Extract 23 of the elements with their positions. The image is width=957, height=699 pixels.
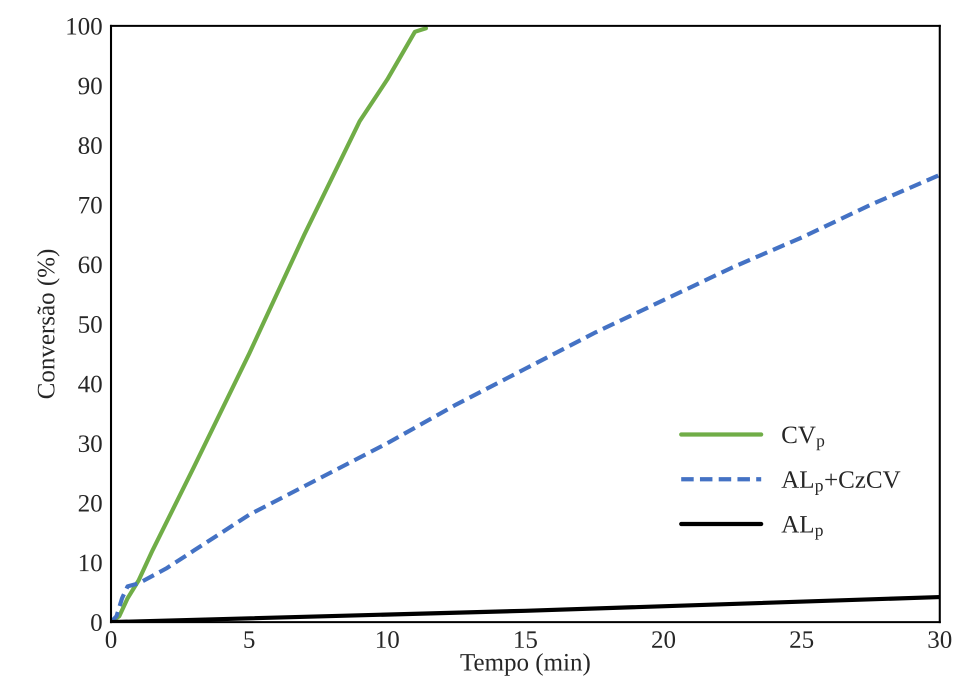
y-tick-label: 10 <box>80 554 102 572</box>
x-tick-label: 20 <box>652 631 676 648</box>
y-tick-label: 100 <box>67 18 102 35</box>
y-tick-label: 80 <box>78 137 102 154</box>
y-axis-title: Conversão (%) <box>36 250 60 398</box>
legend-label: CV$_{p}$ <box>782 426 824 450</box>
x-axis-title: Tempo (min) <box>460 653 590 676</box>
y-tick-label: 70 <box>79 196 102 214</box>
y-tick-label: 40 <box>78 376 102 393</box>
legend-label: AL$_{p}$ <box>781 516 823 540</box>
y-tick-label: 60 <box>78 256 102 274</box>
y-tick-label: 30 <box>78 435 102 452</box>
x-tick-label: 0 <box>106 631 116 648</box>
y-tick-label: 20 <box>78 494 102 512</box>
x-tick-label: 10 <box>376 631 399 648</box>
x-tick-label: 25 <box>790 631 814 648</box>
x-tick-label: 30 <box>928 631 952 648</box>
y-tick-label: 50 <box>79 316 102 333</box>
y-tick-label: 90 <box>78 78 102 94</box>
x-tick-label: 15 <box>515 631 537 648</box>
x-tick-label: 5 <box>244 631 254 648</box>
legend-label: AL$_{p}$+CzCV <box>781 471 900 495</box>
y-tick-label: 0 <box>91 614 102 632</box>
